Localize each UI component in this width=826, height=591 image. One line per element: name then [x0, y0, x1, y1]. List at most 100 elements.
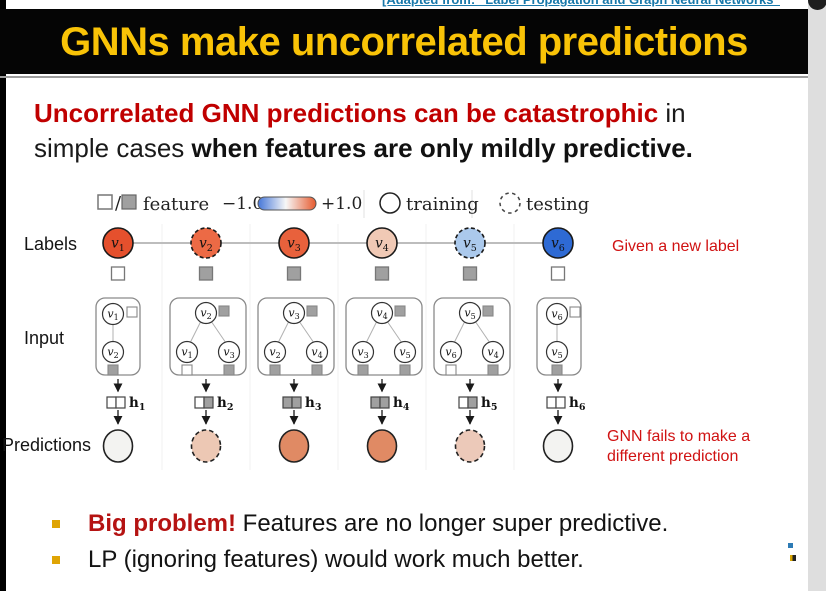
- label-node-v3: [278, 227, 310, 259]
- takeaway-bullets: Big problem! Features are no longer supe…: [52, 509, 812, 581]
- legend-testing-label: testing: [526, 194, 589, 215]
- bullet1-lead: Big problem!: [88, 510, 236, 537]
- input-box-1: v1 v2: [95, 297, 141, 376]
- top-citation-strip: [Adapted from: “Label Propagation and Gr…: [6, 0, 808, 9]
- annotation-gnn-fails-line1: GNN fails to make a: [607, 428, 751, 445]
- prediction-v1: [102, 429, 134, 463]
- embedding-row: h1 h2 h3 h4 h5 h6: [106, 395, 586, 413]
- label-node-v2: [190, 227, 222, 259]
- prediction-v5: [454, 429, 486, 463]
- right-edge-strip: [808, 0, 826, 591]
- svg-text:v2: v2: [269, 346, 280, 361]
- feature-square-v3: [286, 266, 302, 281]
- colorbar-min-label: −1.0: [222, 194, 263, 214]
- prediction-v6: [542, 429, 574, 463]
- label-node-v6: [542, 227, 574, 259]
- input-row-caption: Input: [24, 328, 65, 348]
- clipped-artifact-dark: [790, 555, 796, 561]
- label-node-v4: [366, 227, 398, 259]
- svg-text:v6: v6: [551, 308, 562, 323]
- label-node-v1: [102, 227, 134, 259]
- svg-text:v6: v6: [445, 346, 456, 361]
- label-node-v6-text: v6: [551, 236, 565, 255]
- colorbar-max-label: +1.0: [321, 194, 362, 214]
- svg-text:v2: v2: [200, 307, 211, 322]
- bullet-lp-better: LP (ignoring features) would work much b…: [52, 545, 812, 575]
- svg-text:v3: v3: [357, 346, 368, 361]
- legend-separators: [363, 190, 473, 218]
- bullet-marker-icon: [52, 556, 60, 564]
- title-divider: [0, 76, 808, 78]
- intro-line2-start: simple cases: [34, 132, 192, 163]
- intro-paragraph: Uncorrelated GNN predictions can be cata…: [34, 96, 792, 165]
- feature-square-v1: [110, 266, 126, 281]
- h1-label: h1: [129, 395, 145, 413]
- h-to-prediction-arrows: [113, 410, 563, 425]
- label-node-v3-text: v3: [287, 236, 301, 255]
- svg-text:v4: v4: [376, 307, 387, 322]
- legend-training-label: training: [406, 194, 479, 215]
- legend-slash: /: [115, 193, 122, 214]
- svg-text:v1: v1: [107, 308, 118, 323]
- legend-empty-square: [97, 194, 113, 210]
- h3-label: h3: [305, 395, 321, 413]
- annotation-gnn-fails: GNN fails to make a different prediction: [607, 427, 750, 467]
- svg-text:v5: v5: [551, 346, 562, 361]
- svg-text:v3: v3: [288, 307, 299, 322]
- prediction-v2: [190, 429, 222, 463]
- corner-dot-icon: [808, 0, 826, 10]
- title-bar: GNNs make uncorrelated predictions: [0, 9, 808, 74]
- svg-text:v4: v4: [311, 346, 322, 361]
- legend: / feature −1.0 +1.0 training testing: [97, 192, 589, 215]
- annotation-gnn-fails-line2: different prediction: [607, 448, 739, 465]
- legend-feature-label: feature: [143, 194, 209, 215]
- input-box-2: v2 v1 v3: [169, 297, 247, 376]
- input-to-h-arrows: [113, 379, 563, 393]
- input-box-5: v5 v6 v4: [433, 297, 511, 376]
- svg-text:v1: v1: [181, 346, 192, 361]
- feature-square-v6: [550, 266, 566, 281]
- svg-text:v3: v3: [223, 346, 234, 361]
- colorbar: [257, 196, 317, 211]
- intro-line2-bold: when features are only mildly predictive…: [191, 132, 693, 163]
- svg-text:v5: v5: [399, 346, 410, 361]
- svg-text:v5: v5: [464, 307, 475, 322]
- adapted-from-link[interactable]: [Adapted from: “Label Propagation and Gr…: [382, 0, 780, 8]
- bullet-big-problem: Big problem! Features are no longer supe…: [52, 509, 812, 539]
- input-row: v1 v2 v2 v1 v3 v3: [95, 297, 582, 376]
- slide-title: GNNs make uncorrelated predictions: [60, 20, 748, 64]
- legend-testing-circle: [499, 192, 521, 214]
- legend-training-circle: [379, 192, 401, 214]
- feature-square-v2: [198, 266, 214, 281]
- h4-label: h4: [393, 395, 410, 413]
- input-box-6: v6 v5: [536, 297, 582, 376]
- svg-text:v2: v2: [107, 346, 118, 361]
- clipped-artifact-blue: [788, 543, 793, 548]
- bullet2-text: LP (ignoring features) would work much b…: [88, 546, 584, 573]
- svg-text:v4: v4: [487, 346, 498, 361]
- left-edge-strip: [0, 0, 6, 591]
- column-separators: [161, 224, 515, 470]
- prediction-v3: [278, 429, 310, 463]
- label-node-v1-text: v1: [111, 236, 125, 255]
- predictions-row: [102, 429, 574, 463]
- intro-red-emphasis: Uncorrelated GNN predictions can be cata…: [34, 98, 659, 128]
- feature-square-v5: [462, 266, 478, 281]
- predictions-row-caption: Predictions: [2, 435, 92, 455]
- feature-square-v4: [374, 266, 390, 281]
- label-node-v2-text: v2: [199, 236, 213, 255]
- label-node-v5: [454, 227, 486, 259]
- h5-label: h5: [481, 395, 497, 413]
- legend-filled-square: [121, 194, 137, 210]
- input-box-3: v3 v2 v4: [257, 297, 335, 376]
- annotation-given-new-label: Given a new label: [612, 238, 740, 255]
- input-box-4: v4 v3 v5: [345, 297, 423, 376]
- h6-label: h6: [569, 395, 586, 413]
- prediction-v4: [366, 429, 398, 463]
- bullet1-rest: Features are no longer super predictive.: [236, 510, 669, 537]
- h2-label: h2: [217, 395, 233, 413]
- bullet-marker-icon: [52, 520, 60, 528]
- intro-line1-rest: in: [658, 98, 686, 128]
- label-node-v4-text: v4: [375, 236, 389, 255]
